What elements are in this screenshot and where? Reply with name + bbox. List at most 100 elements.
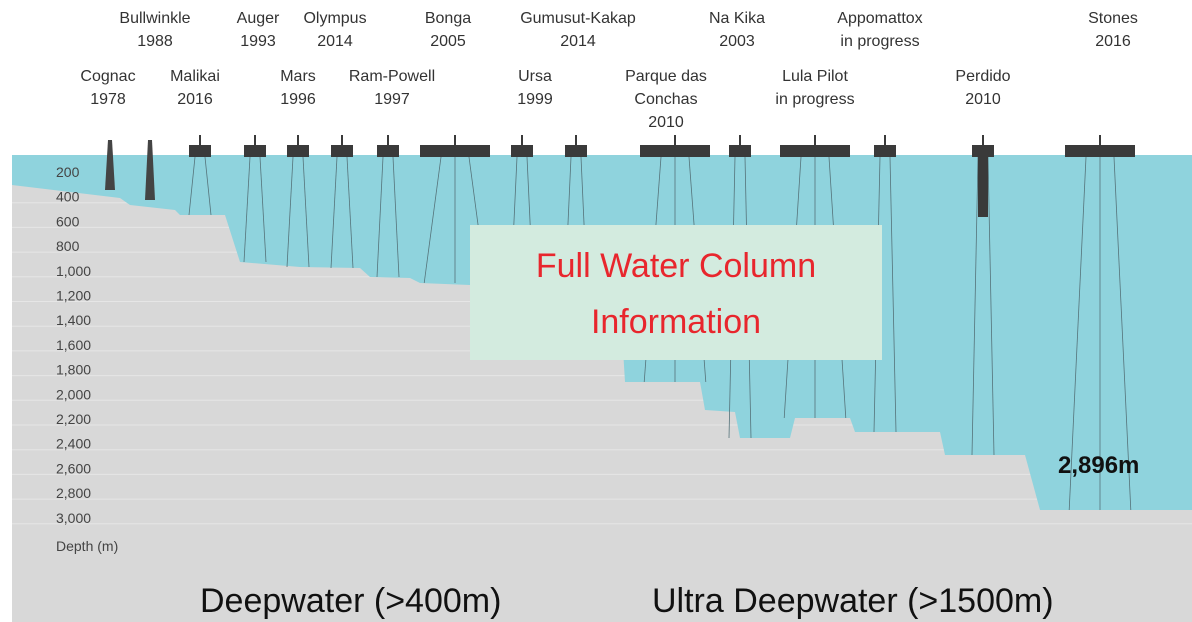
depth-label: 2,200 bbox=[56, 411, 91, 427]
platform-label: Olympus 2014 bbox=[303, 10, 366, 50]
spar bbox=[978, 157, 988, 217]
label-line: in progress bbox=[840, 33, 919, 50]
label-line: Malikai bbox=[170, 68, 220, 85]
label-line: Mars bbox=[280, 68, 316, 85]
depth-label: 1,000 bbox=[56, 263, 91, 279]
label-line: Gumusut-Kakap bbox=[520, 10, 636, 27]
label-line: 2016 bbox=[177, 91, 213, 108]
depth-label: 2,000 bbox=[56, 386, 91, 402]
max-depth-annotation: 2,896m bbox=[1058, 452, 1139, 479]
label-line: 1996 bbox=[280, 91, 316, 108]
platform bbox=[331, 145, 353, 157]
depth-label: 1,200 bbox=[56, 288, 91, 304]
overlay-text: Full Water Column bbox=[536, 247, 816, 285]
label-line: 1978 bbox=[90, 91, 126, 108]
platform bbox=[972, 145, 994, 157]
label-line: Bullwinkle bbox=[119, 10, 190, 27]
platform bbox=[874, 145, 896, 157]
label-line: Parque das bbox=[625, 68, 707, 85]
platform bbox=[189, 145, 211, 157]
depth-label: 1,600 bbox=[56, 337, 91, 353]
platform-label: Lula Pilot in progress bbox=[775, 68, 854, 108]
label-line: Lula Pilot bbox=[782, 68, 848, 85]
platform-label: Perdido 2010 bbox=[955, 68, 1010, 108]
riser bbox=[302, 156, 310, 268]
riser bbox=[330, 156, 338, 269]
depth-axis-label: Depth (m) bbox=[56, 538, 118, 554]
platform-label: Stones 2016 bbox=[1088, 10, 1138, 50]
riser bbox=[987, 156, 995, 456]
riser bbox=[346, 156, 354, 269]
platform-label: Appomattox in progress bbox=[837, 10, 922, 50]
depth-label: 800 bbox=[56, 238, 80, 254]
depth-label: 2,600 bbox=[56, 460, 91, 476]
label-line: Na Kika bbox=[709, 10, 765, 27]
label-line: Perdido bbox=[955, 68, 1010, 85]
label-line: Cognac bbox=[80, 68, 135, 85]
riser bbox=[971, 156, 979, 456]
label-line: 2010 bbox=[648, 114, 684, 131]
label-line: Ursa bbox=[518, 68, 552, 85]
platform-label: Parque das Conchas 2010 bbox=[625, 68, 707, 131]
label-line: Ram-Powell bbox=[349, 68, 435, 85]
riser bbox=[286, 156, 294, 268]
platform-label: Gumusut-Kakap 2014 bbox=[520, 10, 636, 50]
platform bbox=[145, 140, 155, 200]
depth-label: 1,800 bbox=[56, 362, 91, 378]
label-line: 1993 bbox=[240, 33, 276, 50]
overlay-text: Information bbox=[591, 303, 761, 341]
depth-label: 2,800 bbox=[56, 485, 91, 501]
label-line: Bonga bbox=[425, 10, 471, 27]
label-line: Conchas bbox=[634, 91, 697, 108]
label-line: 1988 bbox=[137, 33, 173, 50]
platform bbox=[420, 145, 490, 157]
riser bbox=[259, 156, 267, 263]
label-line: 2016 bbox=[1095, 33, 1131, 50]
zone-label: Ultra Deepwater (>1500m) bbox=[652, 582, 1054, 620]
platform bbox=[1065, 145, 1135, 157]
depth-label: 1,400 bbox=[56, 312, 91, 328]
label-line: Auger bbox=[237, 10, 280, 27]
label-line: 1999 bbox=[517, 91, 553, 108]
riser bbox=[376, 156, 384, 278]
platform bbox=[780, 145, 850, 157]
riser bbox=[1113, 156, 1132, 511]
depth-label: 600 bbox=[56, 213, 80, 229]
platform-label: Malikai 2016 bbox=[170, 68, 220, 108]
platform-label: Cognac 1978 bbox=[80, 68, 135, 108]
platform bbox=[511, 145, 533, 157]
platform bbox=[244, 145, 266, 157]
zone-label: Deepwater (>400m) bbox=[200, 582, 501, 620]
riser bbox=[204, 156, 212, 216]
label-line: Appomattox bbox=[837, 10, 922, 27]
label-line: 2005 bbox=[430, 33, 466, 50]
platform-label: Auger 1993 bbox=[237, 10, 280, 50]
riser bbox=[243, 156, 251, 263]
platform bbox=[565, 145, 587, 157]
riser bbox=[392, 156, 400, 278]
riser bbox=[889, 156, 897, 433]
platform bbox=[105, 140, 115, 190]
depth-label: 3,000 bbox=[56, 510, 91, 526]
riser bbox=[423, 156, 442, 284]
platform-label: Na Kika 2003 bbox=[709, 10, 765, 50]
label-line: Olympus bbox=[303, 10, 366, 27]
depth-label: 400 bbox=[56, 189, 80, 205]
platform-label: Ursa 1999 bbox=[517, 68, 553, 108]
label-line: 1997 bbox=[374, 91, 410, 108]
riser bbox=[188, 156, 196, 216]
label-line: 2010 bbox=[965, 91, 1001, 108]
label-line: in progress bbox=[775, 91, 854, 108]
overlay-box bbox=[470, 225, 882, 360]
platform-label: Ram-Powell 1997 bbox=[349, 68, 435, 108]
label-line: 2014 bbox=[560, 33, 596, 50]
platform bbox=[729, 145, 751, 157]
water-column bbox=[12, 155, 1192, 510]
label-line: 2014 bbox=[317, 33, 353, 50]
platform-label: Bonga 2005 bbox=[425, 10, 471, 50]
riser bbox=[1068, 156, 1087, 511]
platform bbox=[640, 145, 710, 157]
platform-label: Bullwinkle 1988 bbox=[119, 10, 190, 50]
platform-label: Mars 1996 bbox=[280, 68, 316, 108]
